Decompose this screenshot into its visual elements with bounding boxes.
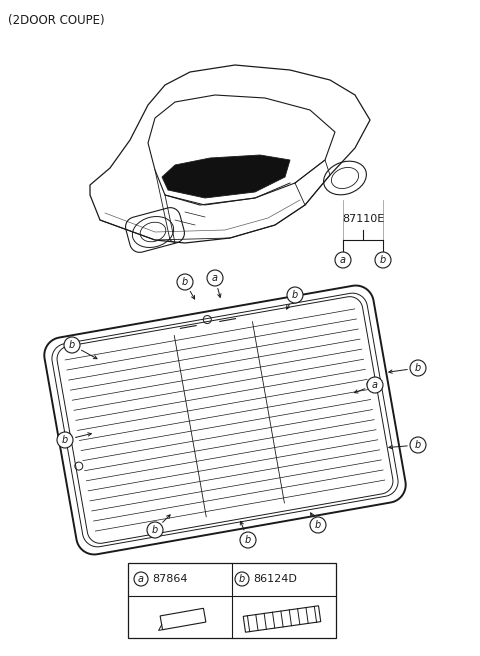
- Circle shape: [367, 377, 383, 393]
- Text: b: b: [152, 525, 158, 535]
- Text: (2DOOR COUPE): (2DOOR COUPE): [8, 14, 105, 27]
- Circle shape: [335, 252, 351, 268]
- Text: a: a: [138, 574, 144, 584]
- Circle shape: [235, 572, 249, 586]
- Text: a: a: [212, 273, 218, 283]
- Text: b: b: [245, 535, 251, 545]
- Circle shape: [310, 517, 326, 533]
- Circle shape: [410, 437, 426, 453]
- Circle shape: [64, 337, 80, 353]
- Text: b: b: [62, 435, 68, 445]
- Text: 87110E: 87110E: [342, 214, 384, 224]
- Text: a: a: [340, 255, 346, 265]
- Circle shape: [57, 432, 73, 448]
- Text: b: b: [239, 574, 245, 584]
- Text: b: b: [292, 290, 298, 300]
- Text: b: b: [315, 520, 321, 530]
- Circle shape: [287, 287, 303, 303]
- Circle shape: [147, 522, 163, 538]
- Circle shape: [240, 532, 256, 548]
- Circle shape: [410, 360, 426, 376]
- Circle shape: [177, 274, 193, 290]
- Text: 87864: 87864: [152, 574, 188, 584]
- Circle shape: [375, 252, 391, 268]
- FancyBboxPatch shape: [128, 563, 336, 638]
- Circle shape: [207, 270, 223, 286]
- Circle shape: [134, 572, 148, 586]
- Text: b: b: [415, 440, 421, 450]
- Text: 86124D: 86124D: [253, 574, 297, 584]
- Text: b: b: [69, 340, 75, 350]
- Text: b: b: [182, 277, 188, 287]
- Polygon shape: [162, 155, 290, 198]
- Text: b: b: [380, 255, 386, 265]
- Text: b: b: [415, 363, 421, 373]
- Text: a: a: [372, 380, 378, 390]
